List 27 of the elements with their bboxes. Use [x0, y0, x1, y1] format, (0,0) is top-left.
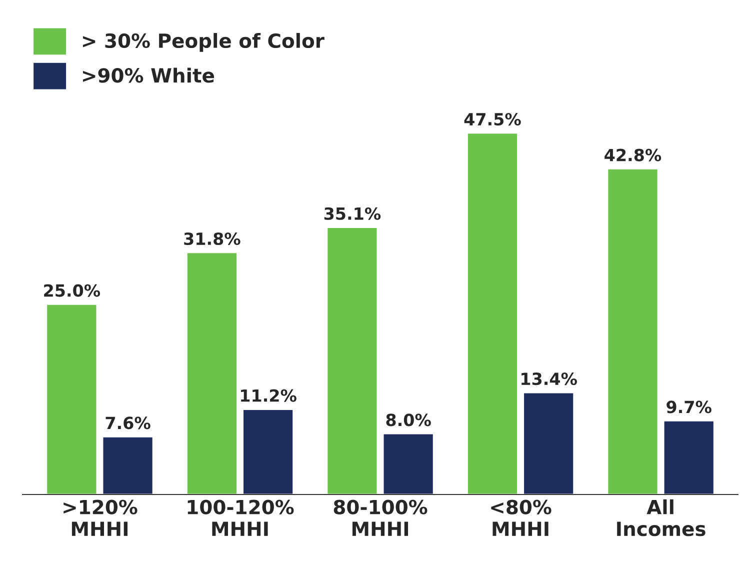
bar [186, 252, 238, 494]
legend-label: > 30% People of Color [82, 33, 324, 52]
bar [382, 432, 434, 494]
data-label: 42.8% [604, 148, 662, 162]
x-tick-label: >120% MHHI [64, 500, 138, 536]
x-tick-label: <80% MHHI [491, 500, 552, 536]
data-label: 9.7% [666, 400, 712, 414]
bar [522, 392, 575, 494]
data-label: 31.8% [184, 232, 240, 246]
data-label: 25.0% [44, 284, 100, 297]
bar [606, 168, 659, 494]
bar [326, 226, 378, 494]
bar [46, 304, 98, 494]
data-label: 11.2% [241, 389, 296, 402]
x-tick-label: All Incomes [617, 499, 706, 536]
data-label: 35.1% [324, 207, 381, 220]
bar [466, 132, 518, 494]
data-label: 8.0% [386, 414, 431, 426]
bar [662, 420, 715, 494]
bar [242, 408, 294, 494]
x-tick-label: 100-120% MHHI [188, 500, 294, 536]
data-label: 47.5% [464, 112, 521, 126]
legend-label: >90% White [82, 68, 214, 83]
x-tick-label: 80-100% MHHI [334, 500, 428, 536]
data-label: 7.6% [106, 416, 150, 430]
bar [102, 436, 154, 494]
data-label: 13.4% [522, 372, 577, 386]
